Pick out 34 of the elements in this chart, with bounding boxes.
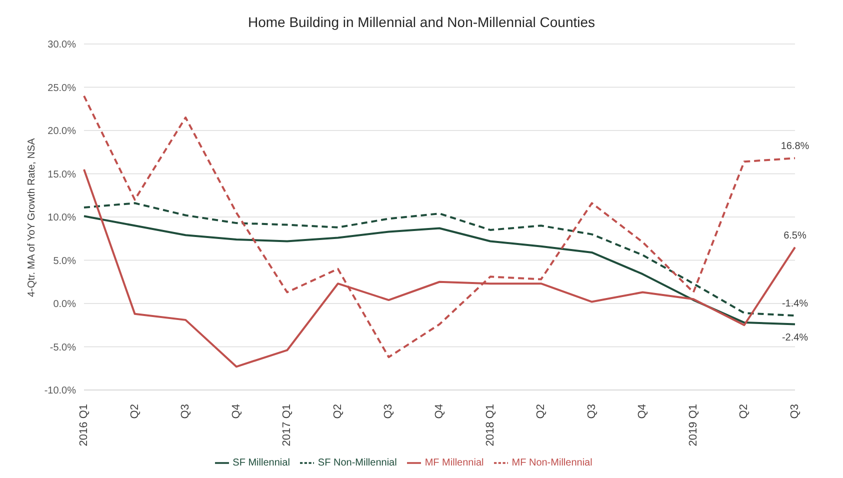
x-tick-label: Q2	[738, 404, 750, 419]
y-axis-title: 4-Qtr. MA of YoY Growth Rate, NSA	[26, 138, 38, 297]
y-tick-label: 5.0%	[53, 256, 76, 267]
legend-label: MF Millennial	[424, 458, 484, 469]
x-tick-label: Q2	[332, 404, 344, 419]
legend-label: SF Non-Millennial	[318, 458, 397, 469]
y-tick-label: 15.0%	[48, 169, 76, 180]
y-tick-label: 20.0%	[48, 126, 76, 138]
y-tick-label: -10.0%	[44, 386, 76, 397]
x-tick-label: Q3	[586, 404, 598, 419]
y-tick-label: 30.0%	[48, 40, 76, 51]
x-tick-label: 2017 Q1	[281, 404, 294, 446]
x-tick-label: 2019 Q1	[687, 404, 700, 446]
data-label: 6.5%	[784, 230, 807, 242]
y-tick-label: -5.0%	[50, 342, 76, 354]
y-tick-label: 10.0%	[48, 212, 76, 224]
x-tick-label: Q3	[180, 404, 192, 419]
y-tick-label: 0.0%	[53, 299, 76, 310]
data-label: -1.4%	[782, 298, 808, 310]
legend-label: MF Non-Millennial	[512, 458, 592, 469]
x-tick-label: 2018 Q1	[484, 404, 496, 446]
x-tick-label: Q2	[128, 404, 141, 419]
y-tick-label: 25.0%	[48, 82, 76, 94]
x-tick-label: Q4	[636, 404, 649, 419]
chart-title: Home Building in Millennial and Non-Millennial Counties	[246, 13, 596, 32]
x-tick-label: Q2	[535, 404, 548, 419]
data-label: 16.8%	[780, 141, 810, 152]
x-tick-label: Q4	[230, 404, 242, 419]
x-tick-label: Q3	[789, 404, 801, 419]
legend-label: SF Millennial	[232, 458, 290, 469]
x-tick-label: Q4	[434, 404, 446, 419]
x-tick-label: 2016 Q1	[78, 404, 90, 446]
data-label: -2.4%	[782, 332, 808, 344]
x-tick-label: Q3	[382, 404, 395, 419]
